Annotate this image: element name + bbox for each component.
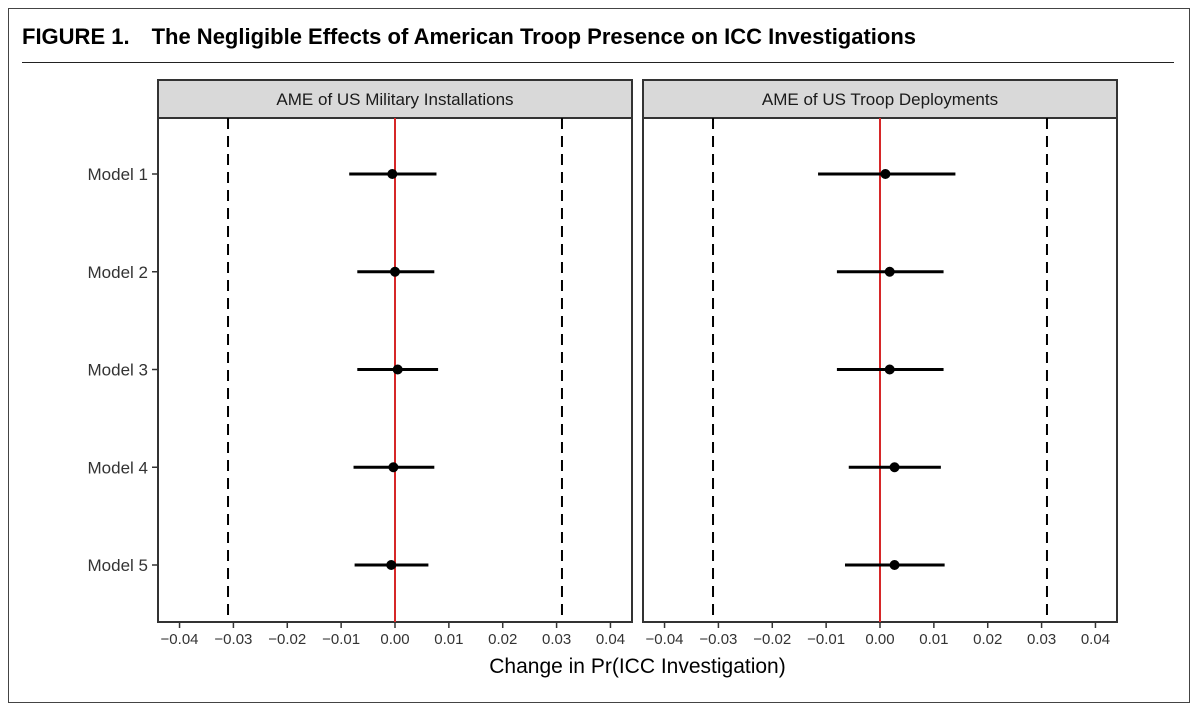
panel-title: AME of US Military Installations: [276, 90, 513, 109]
point-estimate: [880, 169, 891, 179]
point-estimate: [889, 462, 900, 473]
point-estimate: [884, 364, 895, 375]
x-tick-label: 0.01: [434, 631, 463, 648]
point-estimate: [392, 364, 403, 375]
point-estimate: [388, 462, 399, 473]
x-tick-label: 0.03: [542, 631, 571, 648]
title-rule: [22, 62, 1174, 63]
x-tick-label: 0.00: [865, 631, 894, 648]
panel-strip: [157, 79, 633, 119]
point-estimate: [889, 560, 900, 570]
y-tick-label: Model 4: [88, 458, 148, 477]
point-estimate: [390, 266, 400, 277]
panel-title: AME of US Troop Deployments: [762, 90, 998, 109]
point-estimate: [386, 560, 397, 570]
panel-strip: [642, 79, 1118, 119]
x-tick-label: −0.01: [807, 631, 845, 648]
x-tick-label: 0.04: [596, 631, 625, 648]
x-tick-label: 0.03: [1027, 631, 1056, 648]
x-tick-label: −0.01: [322, 631, 360, 648]
x-tick-label: −0.03: [214, 631, 252, 648]
x-axis-title: Change in Pr(ICC Investigation): [489, 655, 785, 678]
figure-title-text: The Negligible Effects of American Troop…: [151, 24, 917, 49]
x-tick-label: 0.00: [380, 631, 409, 648]
x-tick-label: 0.02: [488, 631, 517, 648]
x-tick-label: −0.04: [161, 631, 199, 648]
y-tick-label: Model 5: [88, 556, 148, 575]
figure-label: FIGURE 1.: [22, 24, 130, 49]
x-tick-label: 0.04: [1081, 631, 1110, 648]
x-tick-label: −0.03: [699, 631, 737, 648]
x-tick-label: −0.02: [753, 631, 791, 648]
point-estimate: [387, 169, 398, 179]
y-tick-label: Model 3: [88, 361, 148, 380]
figure-title: FIGURE 1. The Negligible Effects of Ameri…: [22, 24, 916, 50]
x-tick-label: −0.02: [268, 631, 306, 648]
x-tick-label: 0.01: [919, 631, 948, 648]
x-tick-label: 0.02: [973, 631, 1002, 648]
point-estimate: [884, 266, 895, 277]
x-tick-label: −0.04: [646, 631, 684, 648]
figure-frame: [8, 8, 1190, 703]
y-tick-label: Model 2: [88, 263, 148, 282]
y-tick-label: Model 1: [88, 165, 148, 184]
